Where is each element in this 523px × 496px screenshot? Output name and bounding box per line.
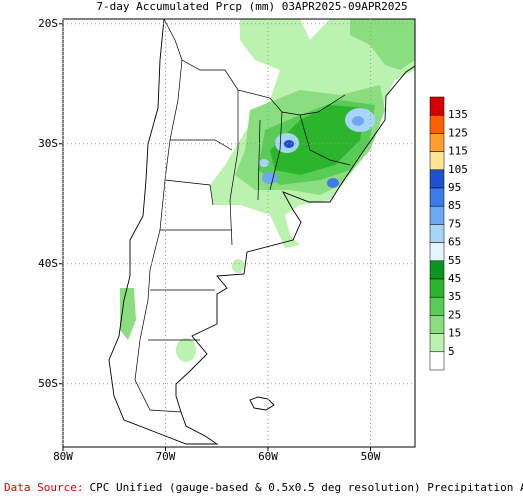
- lon-label: 80W: [53, 450, 73, 463]
- legend-swatch: [429, 96, 445, 116]
- legend-swatch: [429, 315, 445, 334]
- legend-swatch: [429, 278, 445, 298]
- legend-label: 125: [448, 126, 468, 139]
- legend-label: 15: [448, 327, 461, 340]
- legend-label: 85: [448, 199, 461, 212]
- coastline: [108, 18, 416, 445]
- lon-label: 70W: [156, 450, 176, 463]
- map-frame: [62, 18, 416, 448]
- legend-swatch: [429, 169, 445, 189]
- legend-swatch: [429, 242, 445, 262]
- legend-swatch: [429, 260, 445, 280]
- lon-label: 60W: [258, 450, 278, 463]
- legend-label: 5: [448, 345, 455, 358]
- legend: 135 125 115 105 95 85 75 65 55 45 35 25 15 5: [429, 96, 468, 371]
- legend-label: 35: [448, 290, 461, 303]
- lat-label: 20S: [38, 17, 58, 30]
- legend-label: 135: [448, 108, 468, 121]
- legend-swatch: [429, 187, 445, 207]
- legend-label: 45: [448, 272, 461, 285]
- legend-label: 105: [448, 163, 468, 176]
- legend-swatch: [429, 151, 445, 171]
- legend-swatch: [429, 333, 445, 353]
- map-title: 7-day Accumulated Prcp (mm) 03APR2025-09…: [96, 0, 407, 13]
- lat-label: 50S: [38, 377, 58, 390]
- legend-label: 75: [448, 217, 461, 230]
- data-source-label: Data Source:: [4, 481, 83, 494]
- legend-swatch: [429, 133, 445, 152]
- lat-label: 30S: [38, 137, 58, 150]
- legend-label: 25: [448, 308, 461, 321]
- legend-label: 115: [448, 145, 468, 158]
- legend-swatch: [429, 114, 445, 134]
- lon-label: 50W: [361, 450, 381, 463]
- legend-swatch: [429, 205, 445, 225]
- legend-label: 65: [448, 236, 461, 249]
- legend-swatch: [429, 296, 445, 316]
- data-source: Data Source: CPC Unified (gauge-based & 0…: [4, 481, 523, 494]
- legend-label: 95: [448, 181, 461, 194]
- legend-swatch: [429, 351, 445, 371]
- legend-swatch: [429, 224, 445, 243]
- lat-label: 40S: [38, 257, 58, 270]
- legend-label: 55: [448, 254, 461, 267]
- data-source-text: CPC Unified (gauge-based & 0.5x0.5 deg r…: [89, 481, 523, 494]
